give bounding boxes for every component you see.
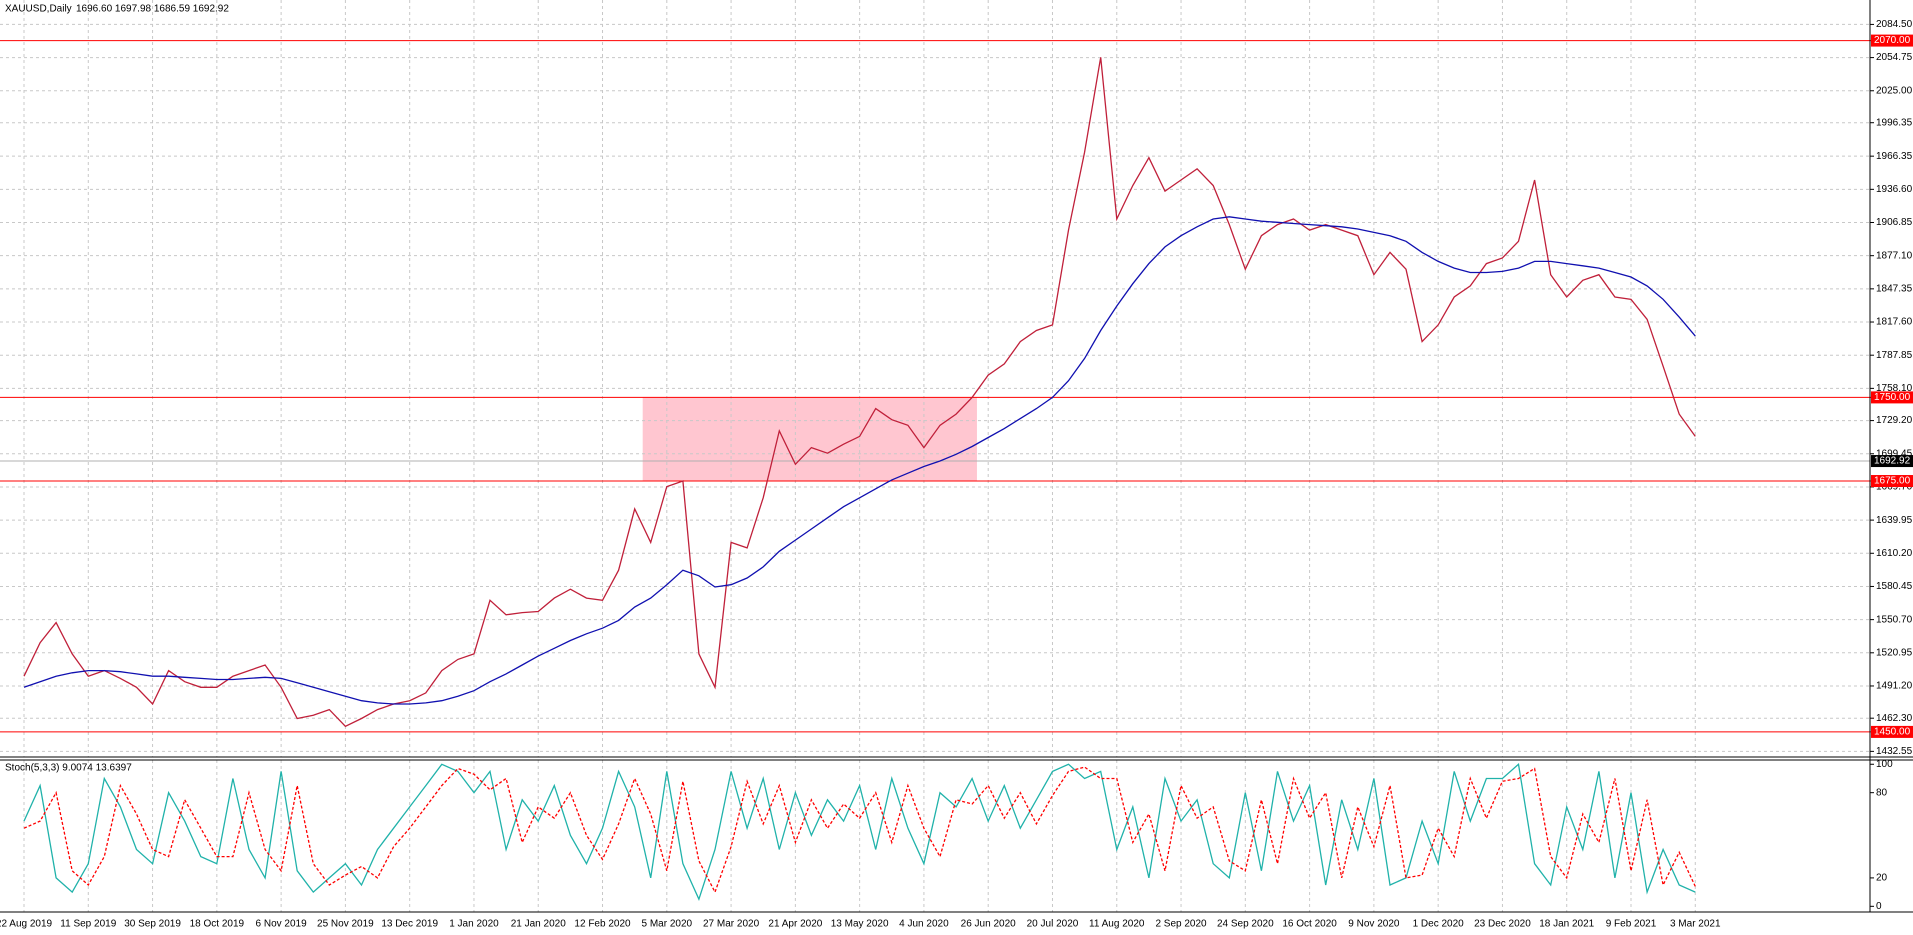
x-tick-label: 11 Aug 2020: [1089, 919, 1145, 930]
x-tick-label: 13 Dec 2019: [381, 919, 438, 930]
series-line: [23, 766, 1696, 894]
level-label: 2070.00: [1874, 35, 1911, 46]
level-label: 1675.00: [1874, 476, 1911, 487]
x-tick-label: 18 Jan 2021: [1539, 919, 1594, 930]
y-tick-label: 1936.60: [1876, 184, 1913, 195]
y-tick-label: 2025.00: [1876, 85, 1913, 96]
series-line: [23, 57, 1696, 728]
x-tick-label: 21 Jan 2020: [511, 919, 566, 930]
x-tick-label: 20 Jul 2020: [1027, 919, 1079, 930]
indicator-title: Stoch(5,3,3) 9.0074 13.6397: [5, 763, 132, 774]
x-tick-label: 13 May 2020: [831, 919, 889, 930]
y-tick-label: 1669.70: [1876, 482, 1913, 493]
y-tick-label: 80: [1876, 787, 1888, 798]
x-tick-label: 2 Sep 2020: [1155, 919, 1207, 930]
y-tick-label: 1580.45: [1876, 581, 1913, 592]
highlight-zone: [642, 397, 977, 482]
x-tick-label: 26 Jun 2020: [961, 919, 1016, 930]
x-tick-label: 30 Sep 2019: [124, 919, 181, 930]
y-tick-label: 1432.55: [1876, 746, 1913, 757]
y-tick-label: 1966.35: [1876, 151, 1913, 162]
level-tag: [1871, 34, 1913, 47]
series-line: [23, 216, 1696, 705]
x-tick-label: 25 Nov 2019: [317, 919, 374, 930]
x-tick-label: 12 Feb 2020: [574, 919, 631, 930]
y-tick-label: 1787.85: [1876, 350, 1913, 361]
y-tick-label: 1817.60: [1876, 317, 1913, 328]
x-tick-label: 1 Jan 2020: [449, 919, 499, 930]
x-tick-label: 22 Aug 2019: [0, 919, 53, 930]
y-tick-label: 1520.95: [1876, 647, 1913, 658]
level-label: 1750.00: [1874, 392, 1911, 403]
x-tick-label: 6 Nov 2019: [256, 919, 308, 930]
y-tick-label: 1906.85: [1876, 217, 1913, 228]
x-tick-label: 9 Feb 2021: [1606, 919, 1657, 930]
x-tick-label: 27 Mar 2020: [703, 919, 760, 930]
level-tag: [1871, 391, 1913, 404]
x-tick-label: 24 Sep 2020: [1217, 919, 1274, 930]
x-tick-label: 18 Oct 2019: [190, 919, 245, 930]
ohlc-values: 1696.60 1697.98 1686.59 1692.92: [76, 4, 229, 15]
y-tick-label: 2054.75: [1876, 52, 1913, 63]
x-tick-label: 1 Dec 2020: [1413, 919, 1465, 930]
x-tick-label: 5 Mar 2020: [642, 919, 693, 930]
y-tick-label: 1550.70: [1876, 614, 1913, 625]
level-label: 1450.00: [1874, 727, 1911, 738]
level-tag: [1871, 475, 1913, 488]
current-price-label: 1692.92: [1874, 456, 1911, 467]
current-price-tag: [1871, 455, 1913, 468]
y-tick-label: 2084.50: [1876, 19, 1913, 30]
chart-title: XAUUSD,Daily: [5, 4, 72, 15]
x-tick-label: 11 Sep 2019: [60, 919, 116, 930]
y-tick-label: 1877.10: [1876, 250, 1913, 261]
series-line: [23, 763, 1696, 902]
x-tick-label: 4 Jun 2020: [899, 919, 949, 930]
y-tick-label: 1462.30: [1876, 713, 1913, 724]
x-tick-label: 21 Apr 2020: [768, 919, 822, 930]
y-tick-label: 1610.20: [1876, 548, 1913, 559]
x-tick-label: 16 Oct 2020: [1282, 919, 1337, 930]
y-tick-label: 1996.35: [1876, 117, 1913, 128]
level-tag: [1871, 725, 1913, 738]
y-tick-label: 1639.95: [1876, 515, 1913, 526]
y-tick-label: 1847.35: [1876, 283, 1913, 294]
y-tick-label: 1491.20: [1876, 681, 1913, 692]
y-tick-label: 0: [1876, 901, 1882, 912]
y-tick-label: 100: [1876, 759, 1893, 770]
y-tick-label: 1699.45: [1876, 448, 1913, 459]
y-tick-label: 1729.20: [1876, 415, 1913, 426]
x-tick-label: 23 Dec 2020: [1474, 919, 1531, 930]
x-tick-label: 9 Nov 2020: [1348, 919, 1400, 930]
y-tick-label: 1758.10: [1876, 383, 1913, 394]
y-tick-label: 20: [1876, 873, 1888, 884]
x-tick-label: 3 Mar 2021: [1670, 919, 1721, 930]
